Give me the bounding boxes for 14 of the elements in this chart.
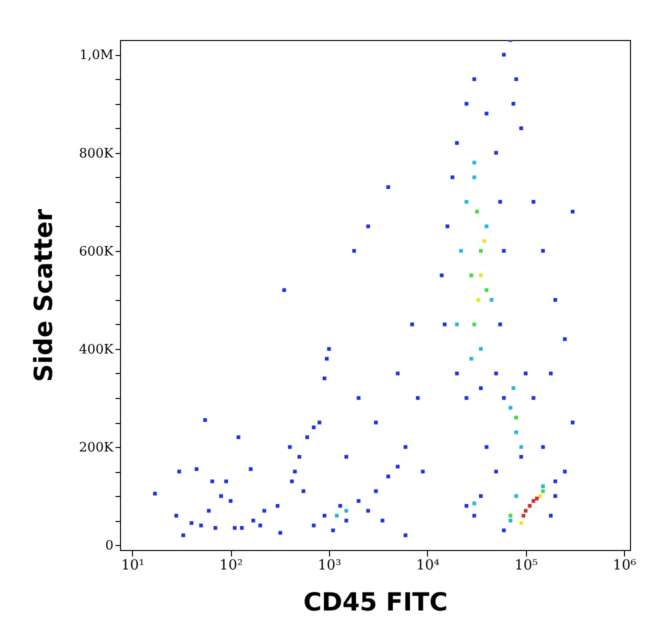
x-tick-label: 10¹: [121, 558, 145, 574]
y-tick-label: 0: [105, 538, 114, 554]
y-tick-label: 400K: [78, 342, 114, 358]
y-tick-label: 1,0M: [80, 48, 114, 64]
x-tick-label: 10⁶: [612, 558, 637, 574]
x-tick-label: 10⁴: [416, 558, 440, 574]
y-axis-title: Side Scatter: [28, 208, 58, 382]
y-tick-label: 600K: [78, 244, 114, 260]
x-tick-label: 10³: [318, 558, 342, 574]
y-tick-label: 200K: [78, 440, 114, 456]
x-tick-label: 10⁵: [514, 558, 538, 574]
x-axis-title: CD45 FITC: [303, 588, 448, 616]
y-tick-label: 800K: [78, 146, 114, 162]
x-tick-label: 10²: [219, 558, 243, 574]
